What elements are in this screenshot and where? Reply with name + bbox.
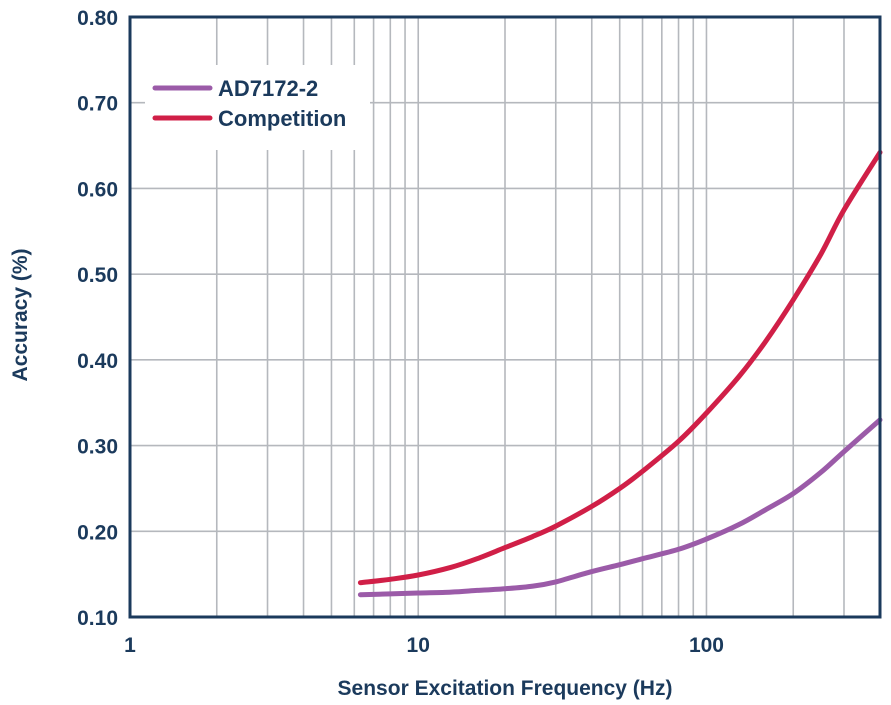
y-tick-label: 0.20 xyxy=(77,521,118,544)
series-line-0 xyxy=(357,417,883,598)
series-lines xyxy=(357,149,883,598)
y-tick-label: 0.80 xyxy=(77,7,118,30)
x-tick-label: 100 xyxy=(689,634,724,657)
y-tick-label: 0.30 xyxy=(77,436,118,459)
legend-label-1: Competition xyxy=(218,106,346,131)
y-tick-label: 0.40 xyxy=(77,350,118,373)
x-axis-title: Sensor Excitation Frequency (Hz) xyxy=(338,677,673,700)
y-tick-label: 0.10 xyxy=(77,607,118,630)
x-tick-label: 1 xyxy=(124,634,136,657)
x-tick-label: 10 xyxy=(407,634,430,657)
grid xyxy=(130,17,881,617)
legend-label-0: AD7172-2 xyxy=(218,76,318,101)
y-tick-label: 0.60 xyxy=(77,178,118,201)
axis-ticks: 0.10 0.20 0.30 0.40 0.50 0.60 0.70 0.80 1 10 100 xyxy=(77,7,724,657)
y-tick-label: 0.50 xyxy=(77,264,118,287)
y-axis-title: Accuracy (%) xyxy=(9,248,32,381)
plot-area-frame xyxy=(128,15,882,619)
legend-background xyxy=(145,65,370,150)
y-tick-label: 0.70 xyxy=(77,93,118,116)
series-line-1 xyxy=(357,149,883,586)
legend: AD7172-2 Competition xyxy=(152,76,346,131)
